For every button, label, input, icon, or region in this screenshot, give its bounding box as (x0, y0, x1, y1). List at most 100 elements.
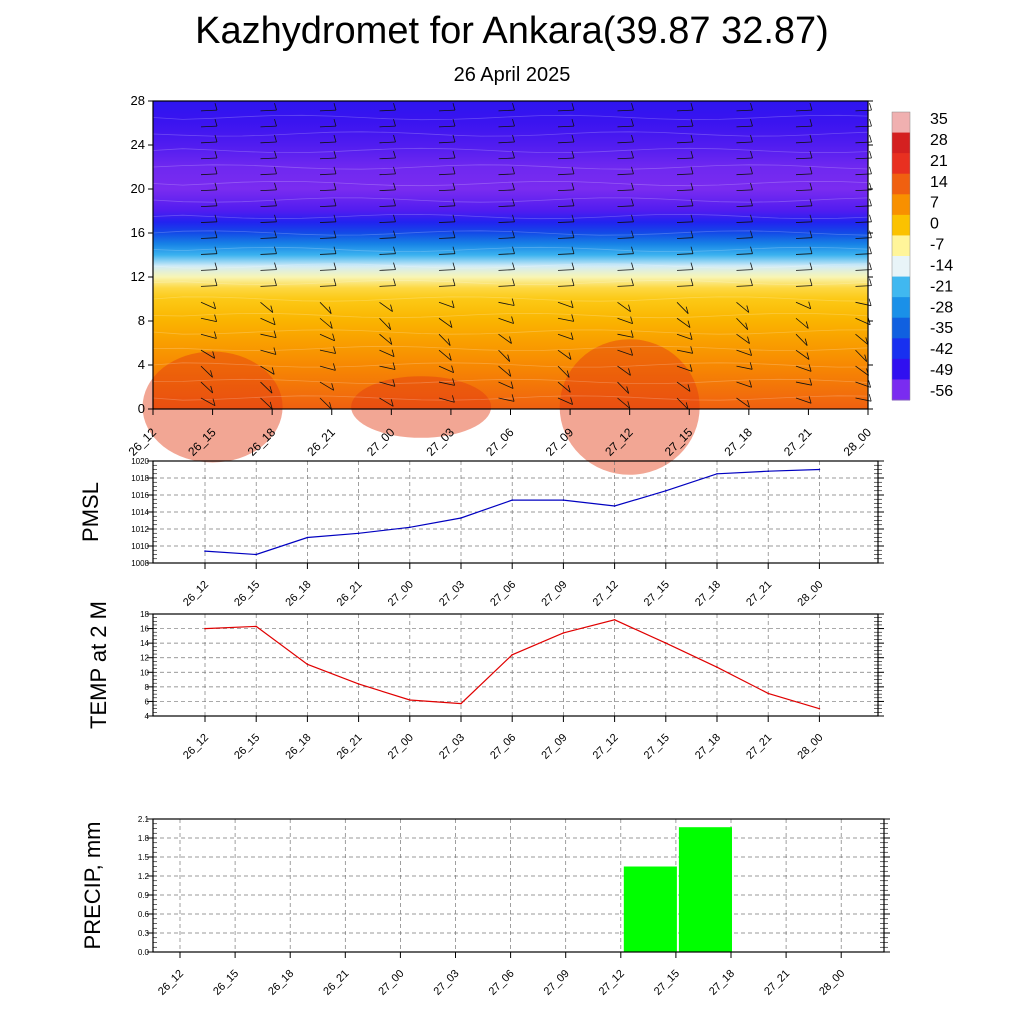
wind-barb-flag (452, 214, 456, 222)
wind-barb (438, 125, 456, 128)
series-point (460, 702, 462, 705)
wind-barb (557, 365, 570, 378)
wind-barb (855, 125, 872, 128)
wind-barb-flag (451, 365, 454, 373)
x-tick-label: 27_21 (762, 968, 792, 998)
wind-barb (557, 381, 571, 393)
wind-barb-flag (809, 198, 813, 206)
wind-barb (379, 397, 394, 407)
wind-barb-flag (393, 198, 396, 206)
wind-barb-flag (630, 330, 634, 338)
wind-barb-flag (690, 214, 694, 222)
colorbar-segment (892, 338, 910, 360)
wind-barb (557, 397, 573, 405)
wind-barb (379, 205, 396, 207)
y-tick-label: 24 (131, 137, 145, 152)
wind-barb (676, 317, 691, 328)
isotherm-contour (152, 147, 869, 154)
wind-barb (438, 173, 456, 176)
wind-barb (438, 301, 455, 308)
x-tick-label: 26_21 (321, 968, 351, 998)
wind-barb-flag (333, 150, 337, 159)
wind-barb-flag (393, 182, 396, 191)
wind-barb-flag (512, 118, 515, 127)
wind-barb (676, 125, 694, 128)
y-tick-label: 1010 (131, 542, 149, 551)
wind-barb (617, 237, 634, 239)
wind-barb (855, 365, 869, 376)
series-point (818, 707, 821, 710)
wind-barb-flag (333, 262, 337, 270)
x-tick-label: 28_00 (841, 425, 875, 459)
series-point (409, 526, 411, 529)
wind-barb (795, 109, 813, 112)
y-axis-label: PMSL (78, 482, 103, 542)
series-point (716, 473, 718, 475)
wind-barb (736, 349, 752, 356)
wind-barb-flag (749, 348, 752, 356)
colorbar-label: -14 (930, 257, 953, 274)
series-point (255, 553, 257, 556)
y-tick-label: 1.5 (138, 853, 150, 862)
wind-barb-flag (274, 134, 277, 143)
wind-barb (676, 349, 693, 354)
wind-barb (736, 285, 753, 287)
wind-barb (498, 253, 515, 255)
wind-barb-flag (271, 367, 275, 375)
wind-barb-flag (805, 321, 809, 329)
wind-barb-flag (631, 166, 634, 175)
wind-barb-flag (333, 363, 336, 371)
wind-barb-flag (388, 322, 392, 330)
wind-barb (438, 253, 456, 255)
wind-barb (260, 269, 277, 271)
y-tick-label: 10 (140, 668, 149, 677)
y-axis-label: TEMP at 2 M (86, 601, 111, 729)
colorbar-segment (892, 214, 910, 236)
wind-barb-flag (272, 317, 276, 325)
precip-panel: 0.0 0.3 0.6 0.9 1.2 1.5 1.8 2.1 26_12 26_15 26_18 2… (80, 815, 890, 998)
wind-barb-flag (571, 214, 575, 222)
wind-barb-flag (451, 300, 455, 308)
wind-barb-flag (571, 102, 575, 111)
wind-barb (736, 189, 753, 192)
wind-barb-flag (571, 198, 575, 206)
pmsl-panel: 1008 1010 1012 1014 1016 1018 1020 26_12 26_15 26… (78, 457, 884, 609)
wind-barb-flag (214, 102, 218, 111)
wind-barb-flag (869, 150, 872, 159)
wind-barb-flag (567, 385, 571, 393)
colorbar-segment (892, 194, 910, 216)
wind-barb (855, 269, 872, 271)
series-point (562, 632, 565, 634)
colorbar-label: -56 (930, 383, 953, 400)
wind-barb-flag (512, 278, 515, 286)
wind-barb (319, 333, 335, 342)
panel-frame (152, 613, 879, 717)
wind-barb-flag (869, 198, 872, 206)
wind-barb-flag (273, 330, 277, 338)
wind-barb-flag (689, 364, 693, 372)
wind-barb (498, 285, 515, 287)
wind-barb-flag (571, 134, 575, 143)
panel-frame (152, 460, 879, 564)
wind-barb-flag (808, 364, 812, 372)
wind-barb (617, 173, 634, 176)
x-tick-label: 26_18 (283, 579, 313, 609)
colorbar-label: -42 (930, 341, 953, 358)
wind-barb (498, 349, 510, 362)
wind-barb (795, 125, 813, 128)
wind-barb-flag (750, 198, 753, 206)
isotherm-contour (152, 180, 869, 187)
colorbar-segment (892, 256, 910, 278)
wind-barb (498, 125, 515, 128)
wind-barb-flag (512, 134, 515, 143)
wind-barb (617, 349, 633, 356)
wind-barb (795, 301, 811, 310)
wind-barb (557, 141, 575, 144)
wind-barb (855, 333, 869, 345)
wind-barb (200, 269, 218, 271)
wind-barb (200, 189, 218, 192)
x-tick-label: 27_15 (652, 968, 682, 998)
wind-barb-flag (804, 338, 808, 346)
x-tick-label: 27_03 (432, 968, 462, 998)
wind-barb (438, 381, 455, 386)
